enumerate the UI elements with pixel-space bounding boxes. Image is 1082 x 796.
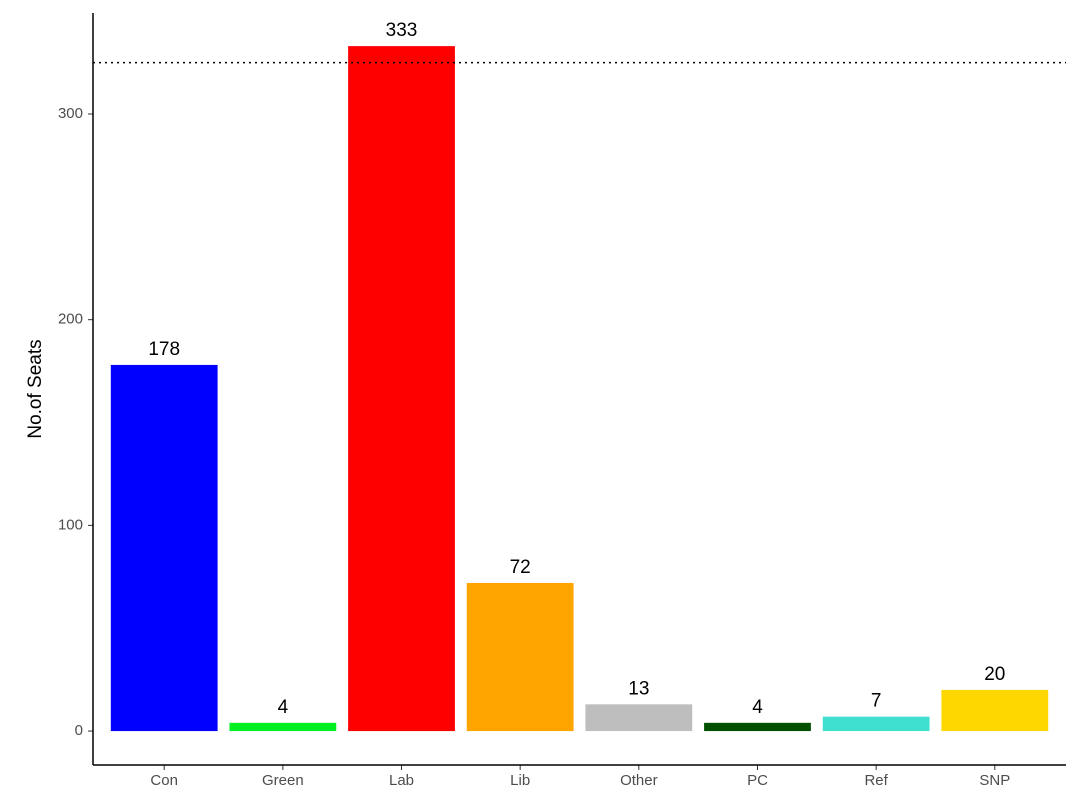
y-tick-label: 100: [58, 516, 83, 533]
x-tick-label: PC: [747, 772, 768, 789]
x-tick-label: Ref: [864, 772, 888, 789]
x-tick-label: Green: [262, 772, 304, 789]
y-axis-title: No.of Seats: [25, 339, 46, 438]
value-label: 4: [278, 697, 289, 718]
bar: [348, 46, 455, 732]
y-tick-label: 300: [58, 105, 83, 122]
value-label: 72: [510, 557, 531, 578]
value-label: 178: [148, 339, 180, 360]
bar: [229, 722, 337, 732]
bar: [110, 364, 218, 732]
value-label: 7: [871, 691, 882, 712]
bar: [585, 704, 693, 732]
value-label: 20: [984, 664, 1005, 685]
y-tick-label: 200: [58, 311, 83, 328]
value-label: 4: [752, 697, 763, 718]
bar: [822, 716, 930, 732]
x-tick-label: SNP: [979, 772, 1010, 789]
bar: [466, 582, 574, 732]
value-label: 13: [628, 678, 649, 699]
x-tick-label: Lib: [510, 772, 530, 789]
bar: [941, 689, 1049, 732]
x-tick-label: Lab: [389, 772, 414, 789]
x-tick-label: Con: [150, 772, 178, 789]
value-label: 333: [386, 20, 418, 41]
x-tick-label: Other: [620, 772, 658, 789]
bar: [704, 722, 811, 732]
y-tick-label: 0: [75, 722, 83, 739]
